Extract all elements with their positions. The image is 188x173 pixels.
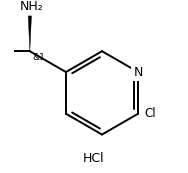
Polygon shape (28, 16, 31, 51)
Text: &1: &1 (32, 53, 45, 62)
Text: NH₂: NH₂ (20, 0, 43, 13)
Text: N: N (133, 66, 143, 79)
Text: HCl: HCl (83, 152, 105, 165)
Text: Cl: Cl (145, 107, 156, 120)
